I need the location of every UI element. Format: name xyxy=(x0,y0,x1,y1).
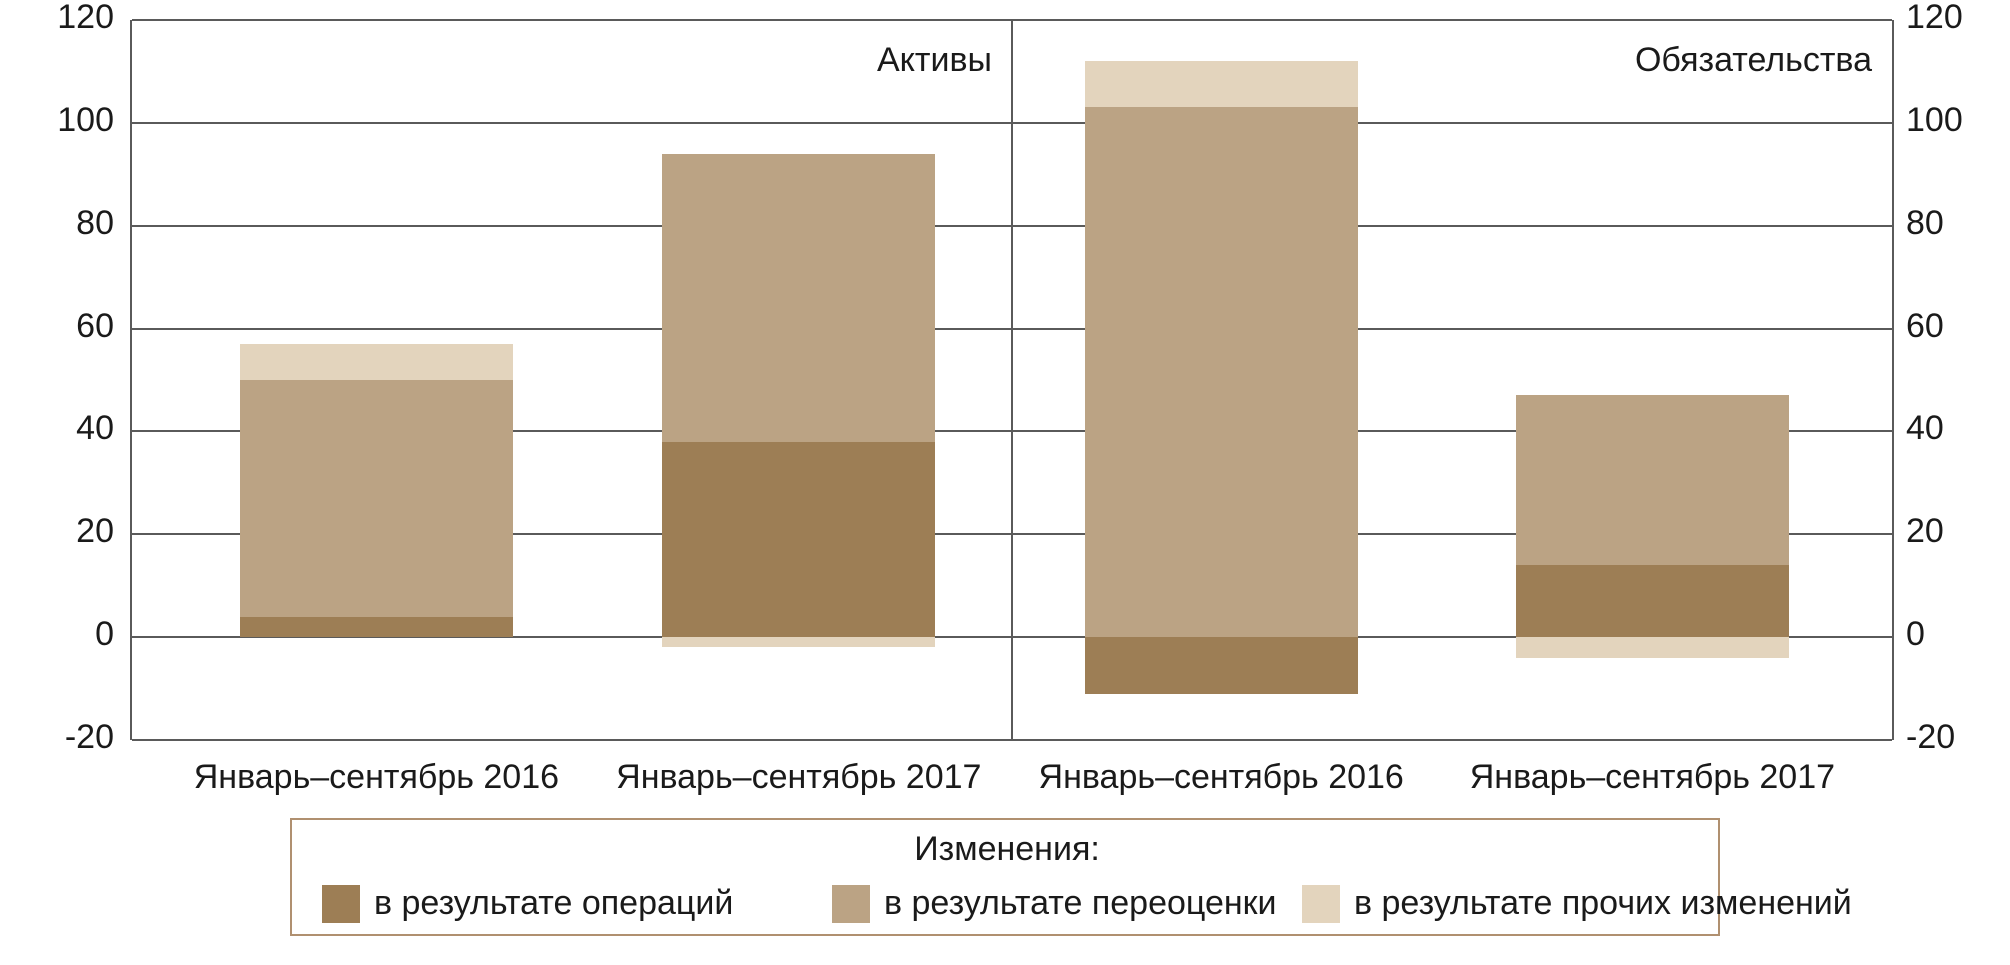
panel-title-liabilities: Обязательства xyxy=(1635,41,1872,80)
x-category: Январь–сентябрь 2016 xyxy=(1039,758,1404,797)
legend-swatch xyxy=(1302,885,1340,923)
bar-segment-other xyxy=(662,637,935,647)
y-tick-left: 40 xyxy=(76,409,114,448)
legend-label: в результате переоценки xyxy=(884,884,1277,923)
y-tick-left: 120 xyxy=(57,0,114,37)
legend-item: в результате прочих изменений xyxy=(1302,884,1852,923)
y-tick-left: -20 xyxy=(65,718,114,757)
legend-label: в результате операций xyxy=(374,884,733,923)
legend-title: Изменения: xyxy=(914,830,1100,869)
y-tick-right: 60 xyxy=(1906,307,1944,346)
bar-segment-revaluation xyxy=(1085,107,1358,637)
center-divider xyxy=(1011,20,1013,740)
legend-label: в результате прочих изменений xyxy=(1354,884,1852,923)
legend-item: в результате переоценки xyxy=(832,884,1277,923)
y-tick-left: 80 xyxy=(76,204,114,243)
bar-segment-operations xyxy=(662,442,935,637)
y-tick-right: -20 xyxy=(1906,718,1955,757)
y-tick-left: 20 xyxy=(76,512,114,551)
bar-segment-revaluation xyxy=(240,380,513,617)
bar-segment-other xyxy=(1085,61,1358,107)
panel-title-assets: Активы xyxy=(877,41,992,80)
x-category: Январь–сентябрь 2016 xyxy=(194,758,559,797)
y-tick-right: 20 xyxy=(1906,512,1944,551)
bar-segment-revaluation xyxy=(1516,395,1789,565)
bar-segment-revaluation xyxy=(662,154,935,442)
y-tick-right: 120 xyxy=(1906,0,1963,37)
bar-segment-operations xyxy=(1085,637,1358,694)
y-tick-right: 80 xyxy=(1906,204,1944,243)
y-tick-left: 0 xyxy=(95,615,114,654)
legend: Изменения: в результате операций в результ… xyxy=(290,818,1720,936)
y-tick-left: 60 xyxy=(76,307,114,346)
x-category: Январь–сентябрь 2017 xyxy=(616,758,981,797)
legend-item: в результате операций xyxy=(322,884,733,923)
y-tick-right: 100 xyxy=(1906,101,1963,140)
bar-segment-operations xyxy=(1516,565,1789,637)
y-tick-left: 100 xyxy=(57,101,114,140)
bar-segment-other xyxy=(240,344,513,380)
bar-segment-other xyxy=(1516,637,1789,658)
bar-segment-operations xyxy=(240,617,513,638)
legend-swatch xyxy=(322,885,360,923)
y-tick-right: 0 xyxy=(1906,615,1925,654)
legend-swatch xyxy=(832,885,870,923)
chart-container: Изменения: в результате операций в результ… xyxy=(0,0,2010,965)
y-tick-right: 40 xyxy=(1906,409,1944,448)
x-category: Январь–сентябрь 2017 xyxy=(1470,758,1835,797)
